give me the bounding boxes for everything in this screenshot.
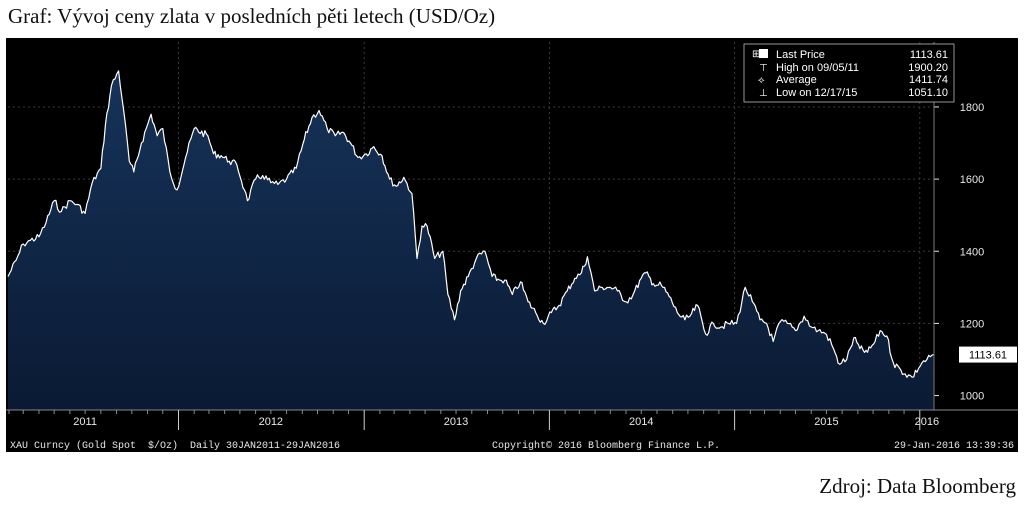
legend: ⊞ Last Price 1113.61 ⊤ High on 09/05/11 … <box>743 43 955 103</box>
legend-value-average: 1411.74 <box>909 74 948 86</box>
footer-copyright: Copyright© 2016 Bloomberg Finance L.P. <box>492 440 720 452</box>
last-price-tag-value: 1113.61 <box>969 350 1007 362</box>
low-marker-icon: ⊥ <box>759 88 768 99</box>
legend-label-last: Last Price <box>776 49 825 61</box>
average-marker-icon: ⟡ <box>758 75 765 86</box>
x-year-label: 2013 <box>444 416 468 428</box>
bloomberg-chart-panel: 1000 1200 1400 1600 1800 2011 2012 2013 2014 201… <box>6 38 1018 452</box>
legend-value-last: 1113.61 <box>910 49 948 61</box>
legend-value-high: 1900.20 <box>908 62 948 74</box>
x-year-label: 2012 <box>259 416 283 428</box>
svg-text:⊞: ⊞ <box>752 49 760 60</box>
y-tick-label: 1600 <box>960 174 984 186</box>
figure-caption: Graf: Vývoj ceny zlata v posledních pěti… <box>8 4 496 28</box>
y-axis: 1000 1200 1400 1600 1800 <box>933 42 984 410</box>
x-year-label: 2011 <box>73 416 97 428</box>
high-marker-icon: ⊤ <box>759 63 768 74</box>
square-icon <box>759 49 768 58</box>
y-tick-label: 1200 <box>960 318 984 330</box>
y-tick-label: 1400 <box>960 246 984 258</box>
x-year-label: 2014 <box>629 416 653 428</box>
chart-footer: XAU Curncy (Gold Spot $/Oz) Daily 30JAN2… <box>10 440 1014 452</box>
x-axis: 2011 2012 2013 2014 2015 2016 <box>6 409 1018 430</box>
x-year-label: 2016 <box>915 416 939 428</box>
footer-timestamp: 29-Jan-2016 13:39:36 <box>894 441 1014 452</box>
y-tick-label: 1000 <box>960 391 984 403</box>
last-price-tag: 1113.61 <box>959 346 1017 363</box>
legend-label-low: Low on 12/17/15 <box>776 87 857 99</box>
y-tick-label: 1800 <box>960 102 984 114</box>
legend-value-low: 1051.10 <box>908 87 948 99</box>
legend-label-high: High on 09/05/11 <box>776 62 859 74</box>
x-year-label: 2015 <box>814 416 838 428</box>
legend-label-average: Average <box>776 74 817 86</box>
footer-ticker: XAU Curncy (Gold Spot $/Oz) Daily 30JAN2… <box>10 440 340 452</box>
source-note: Zdroj: Data Bloomberg <box>819 474 1016 498</box>
price-line <box>7 70 935 378</box>
